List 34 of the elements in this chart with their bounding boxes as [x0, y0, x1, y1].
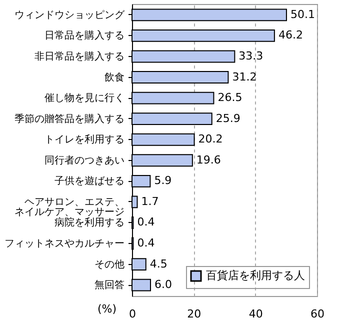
y-tick-label: 飲食: [104, 71, 124, 84]
x-tick-label: 40: [248, 308, 263, 320]
text: 31.2: [232, 70, 257, 84]
y-tick-label: トイレを利用する: [44, 134, 124, 146]
text: 25.9: [216, 112, 240, 125]
y-tick-label: フィットネスやカルチャー: [4, 238, 124, 250]
y-tick-label: 季節の贈答品を購入する: [14, 112, 124, 125]
text: 0.4: [137, 236, 155, 250]
y-tick-label: 催し物を見に行く: [44, 93, 124, 104]
text: 1.7: [141, 194, 159, 208]
y-tick-label: 子供を遊ばせる: [54, 175, 124, 188]
x-axis-title: (%): [98, 302, 117, 316]
legend-label: 百貨店を利用する人: [206, 269, 305, 282]
text: 0.4: [137, 216, 155, 229]
text: 6.0: [154, 278, 172, 292]
y-tick-label: ヘアサロン、エステ、ネイルケア、マッサージ: [14, 196, 124, 218]
text: 19.6: [196, 153, 221, 166]
text: 20.2: [198, 132, 223, 146]
text: 4.5: [150, 257, 168, 270]
y-tick-label: 日常品を購入する: [44, 30, 124, 42]
text: 50.1: [290, 8, 315, 21]
text: 46.2: [278, 28, 303, 42]
text: 5.9: [154, 174, 172, 188]
y-tick-label: ウィンドウショッピング: [14, 10, 126, 21]
y-tick-label: 同行者のつきあい: [44, 154, 124, 166]
x-tick-label: 20: [187, 308, 202, 320]
text: 26.5: [218, 91, 242, 104]
y-tick-label: 非日常品を購入する: [34, 50, 124, 62]
y-tick-label: その他: [94, 258, 124, 270]
y-tick-label: 無回答: [94, 279, 124, 292]
x-tick-label: 60: [310, 308, 324, 320]
x-tick-label: 0: [129, 308, 136, 320]
text: 33.3: [238, 49, 264, 62]
y-tick-label: 病院を利用する: [54, 216, 124, 229]
